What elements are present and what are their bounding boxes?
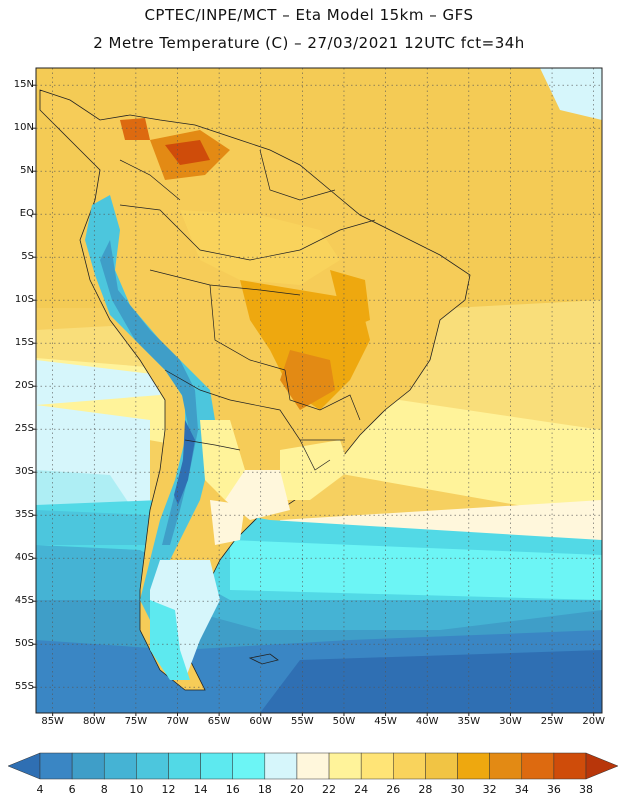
lat-label: 50S xyxy=(14,638,34,650)
colorbar-segment xyxy=(39,752,73,780)
colorbar-label: 26 xyxy=(386,783,401,796)
lat-label: 10N xyxy=(13,122,34,134)
lon-label: 25W xyxy=(540,716,564,727)
south-america-land xyxy=(39,89,471,691)
colorbar-segment xyxy=(232,752,266,780)
colorbar-segment xyxy=(328,752,362,780)
lon-label: 65W xyxy=(207,716,231,727)
lon-label: 35W xyxy=(457,716,481,727)
map-subtitle: 2 Metre Temperature (C) – 27/03/2021 12U… xyxy=(93,34,525,52)
lat-label: 5S xyxy=(21,251,34,263)
lon-label: 70W xyxy=(166,716,189,727)
colorbar-label: 18 xyxy=(257,783,272,796)
colorbar-arrow-left xyxy=(7,752,41,780)
lon-label: 85W xyxy=(41,716,64,727)
lat-label: 45S xyxy=(14,595,34,607)
colorbar-segment xyxy=(425,752,458,780)
lat-label: 20S xyxy=(14,380,34,392)
colorbar-label: 20 xyxy=(289,783,304,796)
country-borders xyxy=(119,149,376,471)
lat-label: 25S xyxy=(14,423,34,435)
colorbar-label: 6 xyxy=(68,783,76,796)
lat-label: 5N xyxy=(20,165,34,177)
colorbar-segment xyxy=(136,752,169,780)
lon-label: 60W xyxy=(249,716,273,727)
lat-label: EQ xyxy=(19,208,34,220)
lon-label: 50W xyxy=(332,716,356,727)
lat-label: 35S xyxy=(14,509,34,521)
colorbar-label: 22 xyxy=(322,783,337,796)
lat-label: 15S xyxy=(14,337,34,349)
lat-label: 10S xyxy=(14,294,34,306)
colorbar-label: 12 xyxy=(161,783,176,796)
lat-label: 15N xyxy=(13,79,34,91)
colorbar-segment xyxy=(457,752,490,780)
colorbar-label: 30 xyxy=(450,783,465,796)
colorbar-label: 10 xyxy=(129,783,144,796)
lat-label: 30S xyxy=(14,466,34,478)
colorbar-segment xyxy=(264,752,298,780)
colorbar-label: 38 xyxy=(579,783,593,796)
lon-label: 30W xyxy=(499,716,522,727)
colorbar-segment xyxy=(393,752,426,780)
colorbar-segment xyxy=(489,752,523,780)
colorbar-arrow-right xyxy=(585,752,618,780)
colorbar-label: 24 xyxy=(354,783,369,796)
colorbar-label: 8 xyxy=(100,783,108,796)
lat-label: 40S xyxy=(14,552,34,564)
colorbar-segment xyxy=(360,752,394,780)
colorbar-segment xyxy=(103,752,137,780)
colorbar-segment xyxy=(553,752,587,780)
colorbar-label: 36 xyxy=(546,783,561,796)
colorbar-label: 34 xyxy=(514,783,529,796)
colorbar-segment xyxy=(168,752,201,780)
lon-label: 75W xyxy=(124,716,148,727)
colorbar xyxy=(7,752,618,780)
lon-label: 55W xyxy=(291,716,314,727)
lon-label: 20W xyxy=(582,716,605,727)
colorbar-segment xyxy=(200,752,233,780)
colorbar-label: 16 xyxy=(225,783,240,796)
colorbar-segment xyxy=(296,752,330,780)
colorbar-segment xyxy=(521,752,555,780)
lon-label: 40W xyxy=(415,716,439,727)
map-frame xyxy=(35,67,603,714)
colorbar-segment xyxy=(71,752,105,780)
map-title: CPTEC/INPE/MCT – Eta Model 15km – GFS xyxy=(144,6,474,24)
lat-label: 55S xyxy=(14,681,34,693)
colorbar-label: 4 xyxy=(36,783,44,796)
lon-label: 45W xyxy=(374,716,397,727)
colorbar-label: 32 xyxy=(482,783,497,796)
colorbar-label: 28 xyxy=(418,783,433,796)
lon-label: 80W xyxy=(82,716,106,727)
colorbar-label: 14 xyxy=(193,783,208,796)
